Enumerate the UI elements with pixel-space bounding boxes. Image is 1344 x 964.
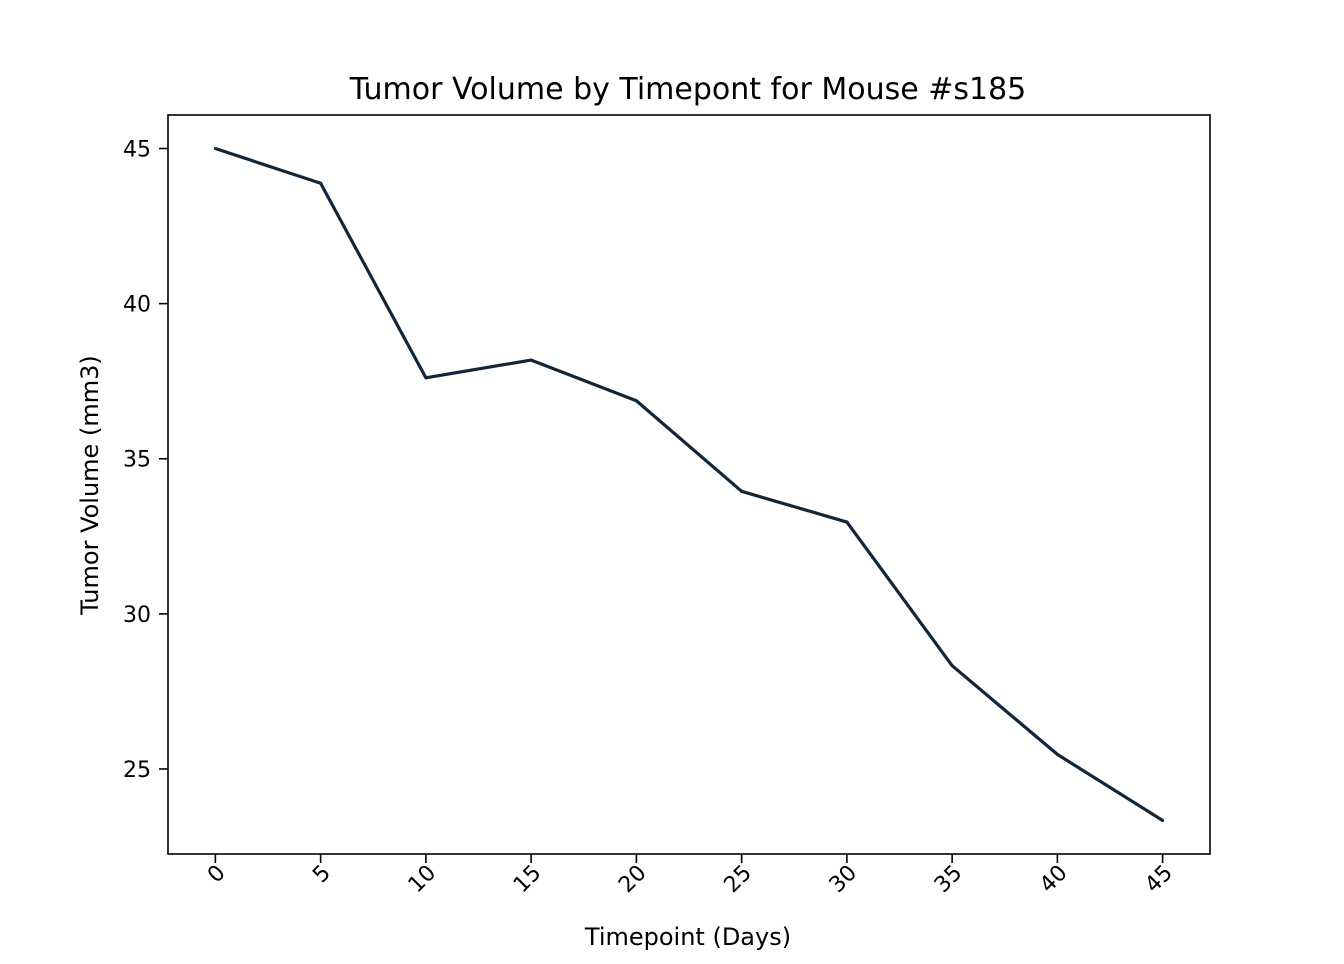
data-point (950, 664, 954, 668)
x-tick-label: 15 (509, 861, 546, 898)
data-point (529, 358, 533, 362)
y-tick-label: 30 (123, 603, 151, 628)
y-tick-label: 45 (123, 138, 151, 163)
x-tick-label: 35 (930, 861, 967, 898)
data-point (1161, 818, 1165, 822)
x-tick-label: 20 (614, 861, 651, 898)
data-point (1055, 752, 1059, 756)
x-tick-label: 25 (719, 861, 756, 898)
x-tick-label: 30 (825, 861, 862, 898)
y-tick-label: 35 (123, 448, 151, 473)
data-point (845, 520, 849, 524)
x-axis-label: Timepoint (Days) (584, 923, 791, 951)
x-tick-label: 10 (404, 861, 441, 898)
x-tick-label: 5 (308, 861, 336, 889)
data-point (319, 181, 323, 185)
y-tick-label: 25 (123, 758, 151, 783)
x-tick-label: 0 (203, 861, 231, 889)
data-point (634, 399, 638, 403)
y-axis-label: Tumor Volume (mm3) (76, 355, 104, 615)
chart-title: Tumor Volume by Timepont for Mouse #s185 (349, 72, 1027, 107)
y-tick-label: 40 (123, 293, 151, 318)
x-tick-label: 45 (1140, 861, 1177, 898)
data-point (740, 489, 744, 493)
series-line (214, 146, 1164, 822)
data-point (213, 147, 217, 151)
x-tick-label: 40 (1035, 861, 1072, 898)
plot-frame (167, 114, 1211, 855)
plot-area: 25 30 35 40 45 0 5 10 15 20 25 30 35 40 45 (123, 114, 1211, 898)
data-point (424, 376, 428, 380)
